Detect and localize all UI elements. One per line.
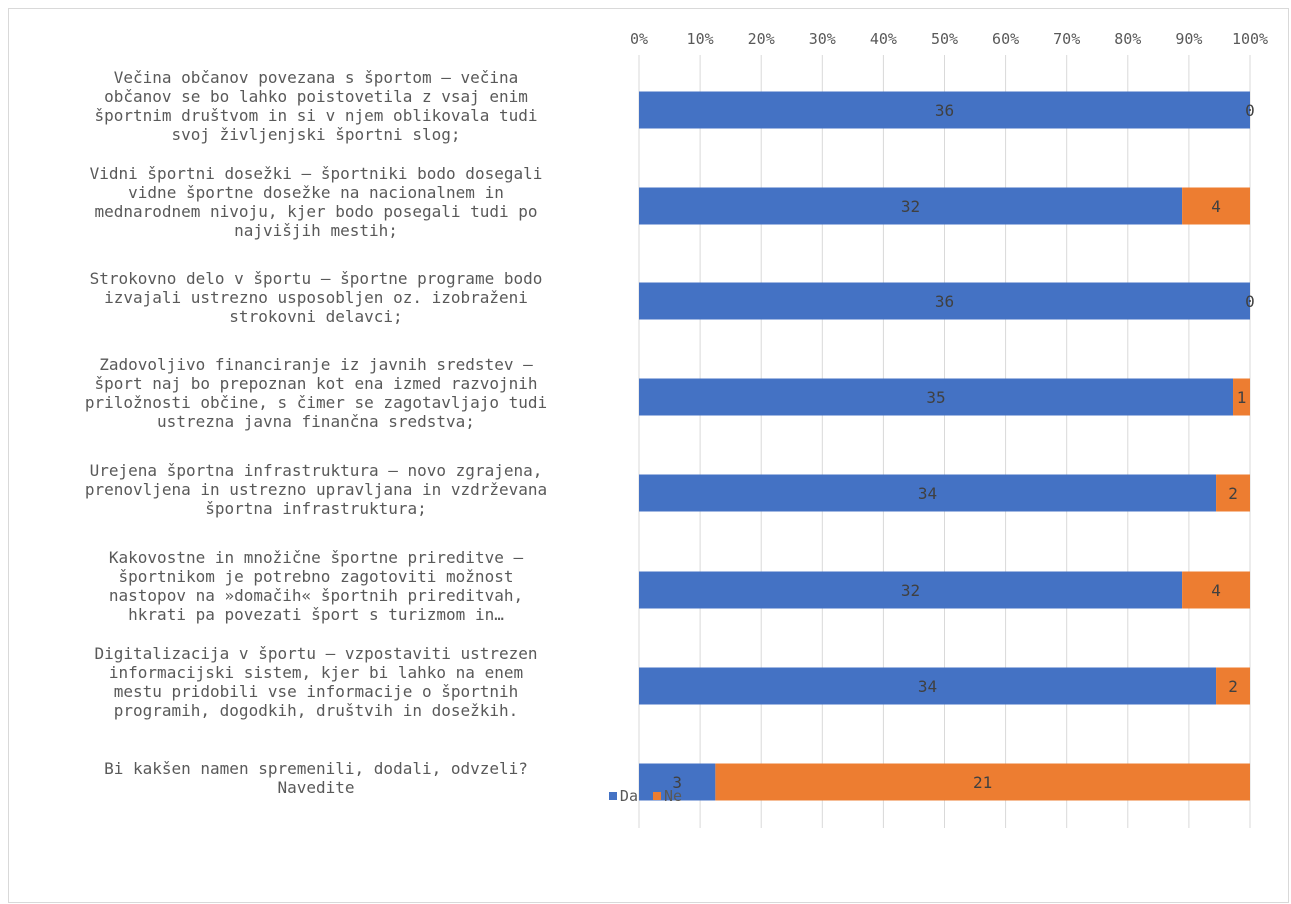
data-label: 2 [1228,677,1238,696]
category-label: Kakovostne in množične športne prireditv… [108,548,524,624]
category-label: Zadovoljivo financiranje iz javnih sreds… [84,355,548,431]
data-label: 32 [901,581,920,600]
bar-ne [1233,378,1250,416]
legend: Da Ne [0,786,1291,805]
bar-ne [1216,667,1250,705]
chart-frame [8,8,1289,903]
data-label: 1 [1237,388,1247,407]
x-tick-label: 30% [809,30,836,48]
category-label: Strokovno delo v športu – športne progra… [89,268,543,326]
data-label: 4 [1211,581,1221,600]
data-label: 21 [973,773,992,792]
legend-item-da: Da [608,787,638,805]
bar-da [639,667,1217,705]
data-label: 32 [901,197,920,216]
category-label: Vidni športni dosežki – športniki bodo d… [89,164,543,240]
data-label: 36 [935,292,954,311]
x-tick-label: 80% [1114,30,1141,48]
bar-ne [1182,187,1250,225]
bar-da [639,763,716,801]
bar-da [639,474,1217,512]
bar-ne [1216,474,1250,512]
data-label: 35 [926,388,945,407]
data-label: 2 [1228,484,1238,503]
bar-da [639,378,1234,416]
category-label: Digitalizacija v športu – vzpostaviti us… [94,644,538,720]
data-label: 0 [1245,292,1255,311]
x-tick-label: 0% [630,30,648,48]
x-tick-label: 10% [687,30,714,48]
bar-ne [715,763,1250,801]
data-label: 3 [672,773,682,792]
data-label: 34 [918,484,937,503]
bar-ne [1182,571,1250,609]
data-label: 0 [1245,101,1255,120]
x-tick-label: 100% [1232,30,1268,48]
x-tick-label: 90% [1175,30,1202,48]
category-label: Večina občanov povezana s športom – veči… [94,68,538,144]
bar-da [639,91,1250,129]
x-tick-label: 50% [931,30,958,48]
legend-swatch-ne [653,792,662,800]
legend-label-da: Da [619,787,638,805]
x-tick-label: 40% [870,30,897,48]
data-label: 4 [1211,197,1221,216]
legend-item-ne: Ne [653,787,682,805]
legend-swatch-da [608,792,617,800]
data-label: 34 [918,677,937,696]
category-label: Urejena športna infrastruktura – novo zg… [84,460,548,518]
bar-da [639,282,1250,320]
x-tick-label: 60% [992,30,1019,48]
bar-da [639,571,1183,609]
data-label: 36 [935,101,954,120]
x-tick-label: 20% [748,30,775,48]
x-tick-label: 70% [1053,30,1080,48]
bar-da [639,187,1183,225]
legend-label-ne: Ne [664,787,683,805]
category-label: Bi kakšen namen spremenili, dodali, odvz… [104,759,528,797]
